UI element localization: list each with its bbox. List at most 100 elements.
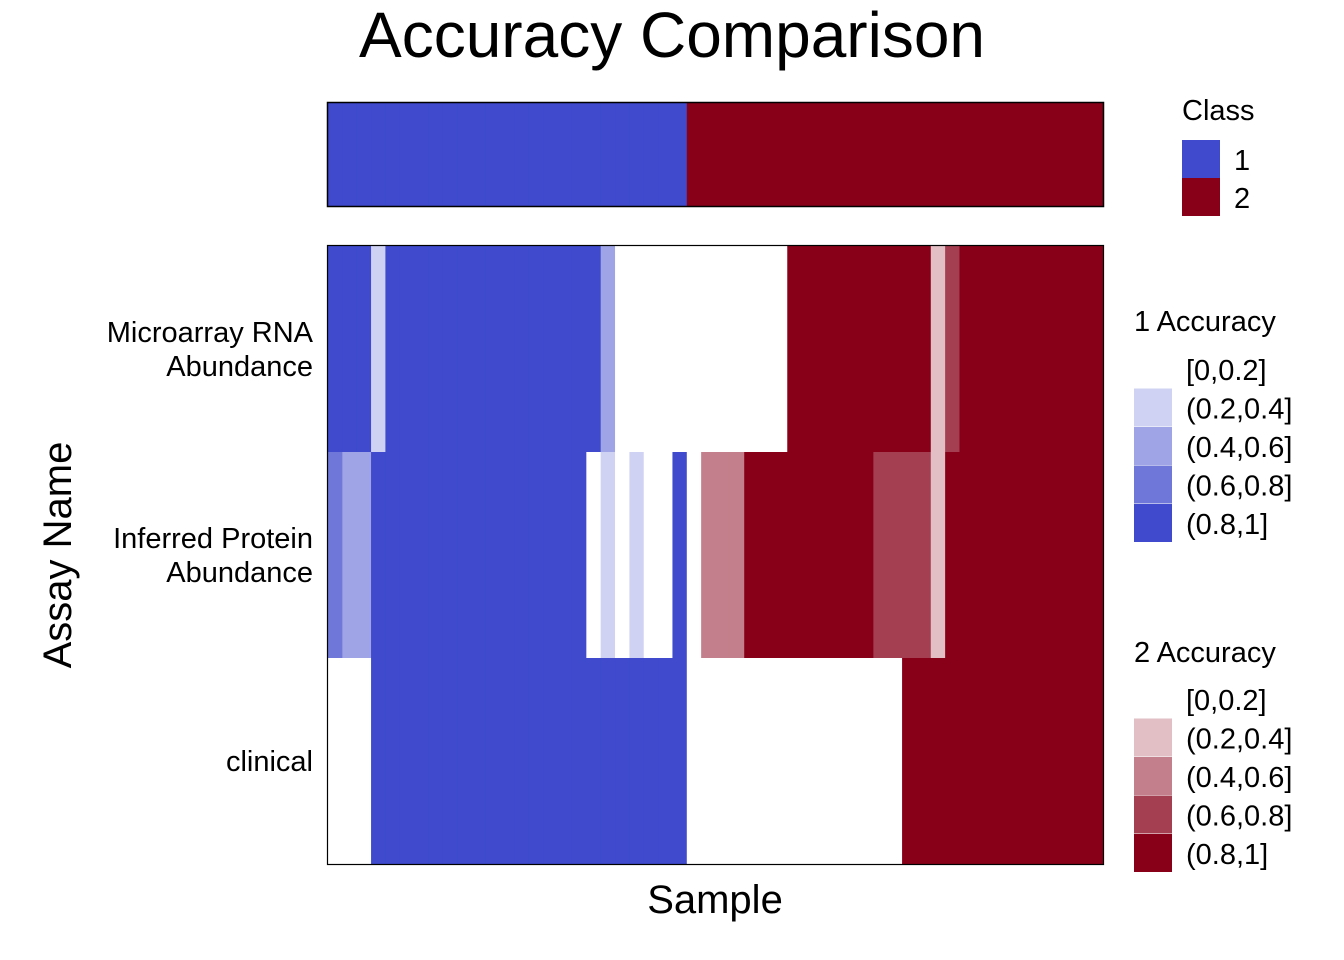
class-cell bbox=[385, 103, 401, 206]
heatmap-cell bbox=[887, 246, 903, 453]
heatmap-cell bbox=[571, 658, 587, 865]
accuracy-legend-label: (0.6,0.8] bbox=[1186, 801, 1292, 833]
heatmap-cell bbox=[557, 658, 573, 865]
heatmap-cell bbox=[715, 246, 731, 453]
heatmap-cell bbox=[902, 246, 918, 453]
heatmap-cell bbox=[328, 658, 343, 865]
heatmap-cell bbox=[514, 658, 530, 865]
class-cell bbox=[988, 103, 1004, 206]
heatmap-cell bbox=[801, 246, 817, 453]
accuracy-legend-label: [0,0.2] bbox=[1186, 685, 1267, 717]
accuracy-legend-swatch bbox=[1134, 427, 1172, 465]
class-cell bbox=[1002, 103, 1018, 206]
class-cell bbox=[471, 103, 487, 206]
heatmap-cell bbox=[571, 452, 587, 659]
heatmap-cell bbox=[973, 246, 989, 453]
assay-row-label: Inferred Protein Abundance bbox=[113, 523, 313, 589]
heatmap-cell bbox=[615, 246, 630, 453]
accuracy-legend-label: (0.2,0.4] bbox=[1186, 724, 1292, 756]
class-legend-swatch bbox=[1182, 140, 1220, 178]
heatmap-cell bbox=[787, 452, 803, 659]
class-cell bbox=[557, 103, 573, 206]
accuracy-legend-label: [0,0.2] bbox=[1186, 355, 1267, 387]
heatmap-cell bbox=[485, 246, 501, 453]
accuracy-heatmap bbox=[328, 246, 1104, 865]
heatmap-cell bbox=[830, 452, 846, 659]
heatmap-cell bbox=[485, 452, 501, 659]
heatmap-cell bbox=[873, 658, 889, 865]
heatmap-cell bbox=[500, 658, 516, 865]
heatmap-cell bbox=[428, 452, 444, 659]
heatmap-cell bbox=[356, 452, 372, 659]
class-cell bbox=[442, 103, 458, 206]
accuracy-legend-label: (0.4,0.6] bbox=[1186, 762, 1292, 794]
heatmap-cell bbox=[715, 658, 731, 865]
heatmap-cell bbox=[772, 246, 788, 453]
class-bar-frame bbox=[326, 101, 1105, 208]
class-cell bbox=[1031, 103, 1047, 206]
heatmap-cell bbox=[1016, 246, 1032, 453]
heatmap-cell bbox=[557, 452, 573, 659]
class-cell bbox=[945, 103, 961, 206]
heatmap-cell bbox=[859, 658, 874, 865]
class-cell bbox=[844, 103, 860, 206]
heatmap-cell bbox=[844, 246, 860, 453]
class-cell bbox=[1016, 103, 1032, 206]
heatmap-cell bbox=[557, 246, 573, 453]
class-2-accuracy-legend: 2 Accuracy [0,0.2] (0.2,0.4] (0.4,0.6] (0.6,… bbox=[1134, 637, 1292, 872]
class-cell bbox=[658, 103, 674, 206]
heatmap-cell bbox=[988, 246, 1004, 453]
heatmap-cell bbox=[414, 246, 430, 453]
assay-row-label: clinical bbox=[226, 746, 313, 778]
heatmap-cell bbox=[1059, 452, 1075, 659]
heatmap-cell bbox=[514, 246, 530, 453]
class-1-accuracy-legend: 1 Accuracy [0,0.2] (0.2,0.4] (0.4,0.6] (0.6,… bbox=[1134, 306, 1292, 542]
heatmap-cell bbox=[1059, 658, 1075, 865]
heatmap-cell bbox=[686, 658, 702, 865]
heatmap-cell bbox=[787, 246, 803, 453]
heatmap-cell bbox=[859, 452, 874, 659]
class-cell bbox=[1074, 103, 1090, 206]
class-cell bbox=[701, 103, 717, 206]
heatmap-cell bbox=[830, 658, 846, 865]
heatmap-cell bbox=[643, 452, 659, 659]
heatmap-cell bbox=[385, 658, 401, 865]
accuracy-legend-label: (0.2,0.4] bbox=[1186, 394, 1292, 426]
class-cell bbox=[887, 103, 903, 206]
heatmap-cell bbox=[600, 246, 616, 453]
heatmap-cell bbox=[729, 452, 745, 659]
heatmap-cell bbox=[945, 246, 961, 453]
heatmap-cell bbox=[658, 452, 674, 659]
heatmap-cell bbox=[801, 452, 817, 659]
class-cell bbox=[600, 103, 616, 206]
heatmap-cell bbox=[873, 246, 889, 453]
class-cell bbox=[342, 103, 358, 206]
heatmap-cell bbox=[571, 246, 587, 453]
class-cell bbox=[485, 103, 501, 206]
heatmap-cell bbox=[442, 246, 458, 453]
class-cell bbox=[643, 103, 659, 206]
accuracy-legend-label: (0.8,1] bbox=[1186, 509, 1268, 541]
heatmap-cell bbox=[586, 246, 602, 453]
heatmap-cell bbox=[471, 452, 487, 659]
heatmap-cell bbox=[615, 452, 630, 659]
heatmap-cell bbox=[772, 658, 788, 865]
class-cell bbox=[758, 103, 774, 206]
class-legend-swatch bbox=[1182, 178, 1220, 216]
heatmap-cell bbox=[686, 452, 702, 659]
heatmap-cell bbox=[1088, 246, 1104, 453]
accuracy-legend-title: 1 Accuracy bbox=[1134, 306, 1276, 338]
heatmap-cell bbox=[442, 452, 458, 659]
heatmap-cell bbox=[500, 452, 516, 659]
class-cell bbox=[371, 103, 387, 206]
class-cell bbox=[528, 103, 544, 206]
heatmap-cell bbox=[600, 658, 616, 865]
heatmap-cell bbox=[916, 658, 932, 865]
accuracy-legend-swatch bbox=[1134, 350, 1172, 388]
heatmap-cell bbox=[600, 452, 616, 659]
heatmap-cell bbox=[1016, 658, 1032, 865]
class-cell bbox=[744, 103, 760, 206]
class-cell bbox=[902, 103, 918, 206]
heatmap-cell bbox=[873, 452, 889, 659]
class-cell bbox=[930, 103, 946, 206]
